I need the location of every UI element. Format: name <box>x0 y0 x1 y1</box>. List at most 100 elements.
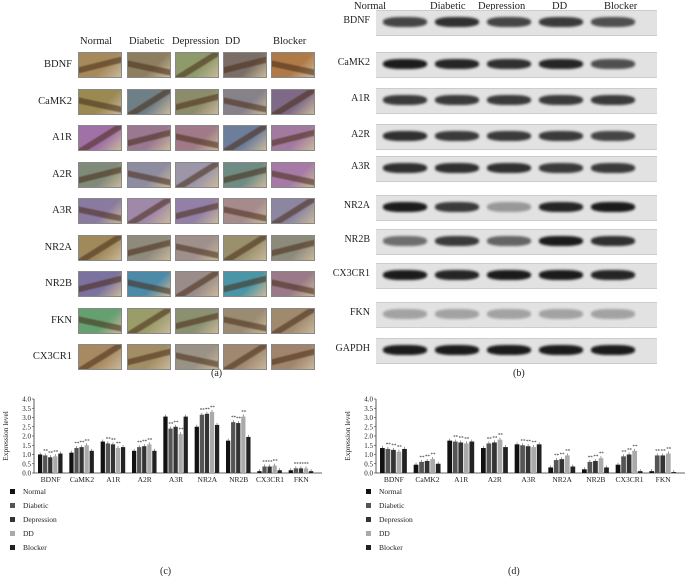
bar-fkn-diabetic <box>293 468 298 473</box>
panel-c-caption: (c) <box>160 566 172 577</box>
band-nr2b-normal <box>383 236 427 246</box>
bar-a2r-normal <box>481 448 486 473</box>
bar-bdnf-diabetic <box>43 455 48 473</box>
legend-swatch-depression <box>10 517 15 522</box>
panel-a-col-dd: DD <box>225 36 241 47</box>
y-tick-label: 4.0 <box>364 396 373 404</box>
x-tick-label-camk2: CaMK2 <box>415 475 439 484</box>
bar-a1r-depression <box>458 442 464 473</box>
band-fkn-depression <box>487 309 531 319</box>
significance-label: ** <box>48 451 54 456</box>
band-gapdh-normal <box>383 345 427 355</box>
panel-a-row-a1r: A1R <box>52 132 72 143</box>
bar-cx3cr1-dd <box>272 465 277 473</box>
x-tick-label-nr2a: NR2A <box>198 475 218 484</box>
band-nr2a-depression <box>487 202 531 212</box>
significance-label: ** <box>532 441 538 446</box>
panel-d-caption: (d) <box>508 566 520 577</box>
panel-a-row-cx3cr1: CX3CR1 <box>32 351 72 362</box>
significance-label: ** <box>661 449 667 454</box>
y-tick-label: 0.0 <box>364 470 373 478</box>
significance-label: ** <box>492 436 498 441</box>
band-fkn-diabetic <box>435 309 479 319</box>
ihc-tile-nr2b-blocker <box>271 271 315 297</box>
band-nr2b-dd <box>539 236 583 246</box>
significance-label: ** <box>168 423 174 428</box>
y-tick-label: 2.0 <box>22 433 31 441</box>
panel-b-row-nr2b: NR2B <box>344 234 370 245</box>
significance-label: ** <box>174 421 180 426</box>
band-fkn-dd <box>539 309 583 319</box>
bar-fkn-normal <box>288 470 293 473</box>
bar-cx3cr1-diabetic <box>262 466 267 473</box>
significance-label: ** <box>419 456 425 461</box>
significance-label: ** <box>560 453 566 458</box>
bar-nr2b-diabetic <box>587 461 593 473</box>
bar-bdnf-normal <box>38 454 43 473</box>
legend-label-normal: Normal <box>23 487 46 496</box>
bar-fkn-depression <box>660 455 666 473</box>
band-a3r-normal <box>383 163 427 173</box>
panel-a-col-diabetic: Diabetic <box>129 36 165 47</box>
ihc-tile-nr2b-dd <box>223 271 267 297</box>
band-camk2-blocker <box>591 59 635 69</box>
significance-label: ** <box>294 462 300 467</box>
bar-a1r-blocker <box>469 441 475 473</box>
bar-cx3cr1-blocker <box>277 470 282 473</box>
significance-label: ** <box>459 436 465 441</box>
significance-label: ** <box>116 442 122 447</box>
ihc-tile-nr2a-depression <box>175 234 219 261</box>
y-tick-label: 3.5 <box>364 405 373 413</box>
bar-nr2a-blocker <box>214 424 220 473</box>
bar-a2r-diabetic <box>137 447 142 473</box>
bar-nr2a-normal <box>548 467 554 473</box>
ihc-tile-fkn-normal <box>78 307 122 334</box>
y-tick-label: 0.5 <box>22 460 31 468</box>
x-tick-label-a1r: A1R <box>106 475 120 484</box>
bar-nr2a-depression <box>559 459 565 473</box>
bar-bdnf-blocker <box>58 453 63 473</box>
bar-camk2-diabetic <box>74 448 79 473</box>
panel-b-row-fkn: FKN <box>349 307 370 318</box>
legend-label-diabetic: Diabetic <box>23 501 49 510</box>
legend-swatch-dd <box>366 531 371 536</box>
panel-b-col-dd: DD <box>552 1 568 12</box>
y-tick-label: 4.0 <box>22 396 31 404</box>
ihc-tile-a3r-normal <box>78 198 122 224</box>
ihc-tile-bdnf-dd <box>223 52 267 78</box>
y-tick-label: 3.0 <box>364 414 373 422</box>
legend-swatch-normal <box>366 489 371 494</box>
bar-a3r-diabetic <box>520 445 525 473</box>
x-tick-label-fkn: FKN <box>656 475 672 484</box>
significance-label: ** <box>80 441 86 446</box>
bar-a2r-diabetic <box>486 443 492 473</box>
chart-d: 0.0 0.51.01.52.0 2.53.03.54.0 Expression le… <box>343 396 685 552</box>
significance-label: ** <box>106 437 112 442</box>
panel-b-row-cx3cr1: CX3CR1 <box>332 268 370 279</box>
bar-camk2-dd <box>430 459 435 473</box>
band-cx3cr1-normal <box>383 270 427 280</box>
y-tick-label: 2.5 <box>22 423 31 431</box>
bar-a1r-depression <box>110 444 116 473</box>
x-tick-label-a2r: A2R <box>138 475 152 484</box>
y-tick-label: 3.5 <box>22 405 31 413</box>
y-tick-label: 2.0 <box>364 433 373 441</box>
bar-camk2-blocker <box>435 463 441 473</box>
band-a1r-blocker <box>591 95 635 105</box>
ihc-tile-nr2a-blocker <box>271 234 315 261</box>
ihc-tile-cx3cr1-blocker <box>271 344 315 370</box>
ihc-tile-cx3cr1-normal <box>78 344 122 370</box>
panel-b-caption: (b) <box>513 368 525 379</box>
bar-fkn-blocker <box>671 472 677 473</box>
bar-a3r-depression <box>173 426 178 473</box>
ihc-tile-nr2a-diabetic <box>127 234 171 261</box>
x-tick-label-bdnf: BDNF <box>41 475 61 484</box>
significance-label: ** <box>241 411 247 416</box>
y-tick-label: 0.5 <box>364 460 373 468</box>
significance-label: ** <box>236 417 242 422</box>
bar-bdnf-dd <box>53 456 58 473</box>
bar-cx3cr1-depression <box>267 466 272 473</box>
ihc-tile-cx3cr1-dd <box>223 344 267 370</box>
significance-label: ** <box>268 461 274 466</box>
bar-nr2b-blocker <box>246 436 251 473</box>
